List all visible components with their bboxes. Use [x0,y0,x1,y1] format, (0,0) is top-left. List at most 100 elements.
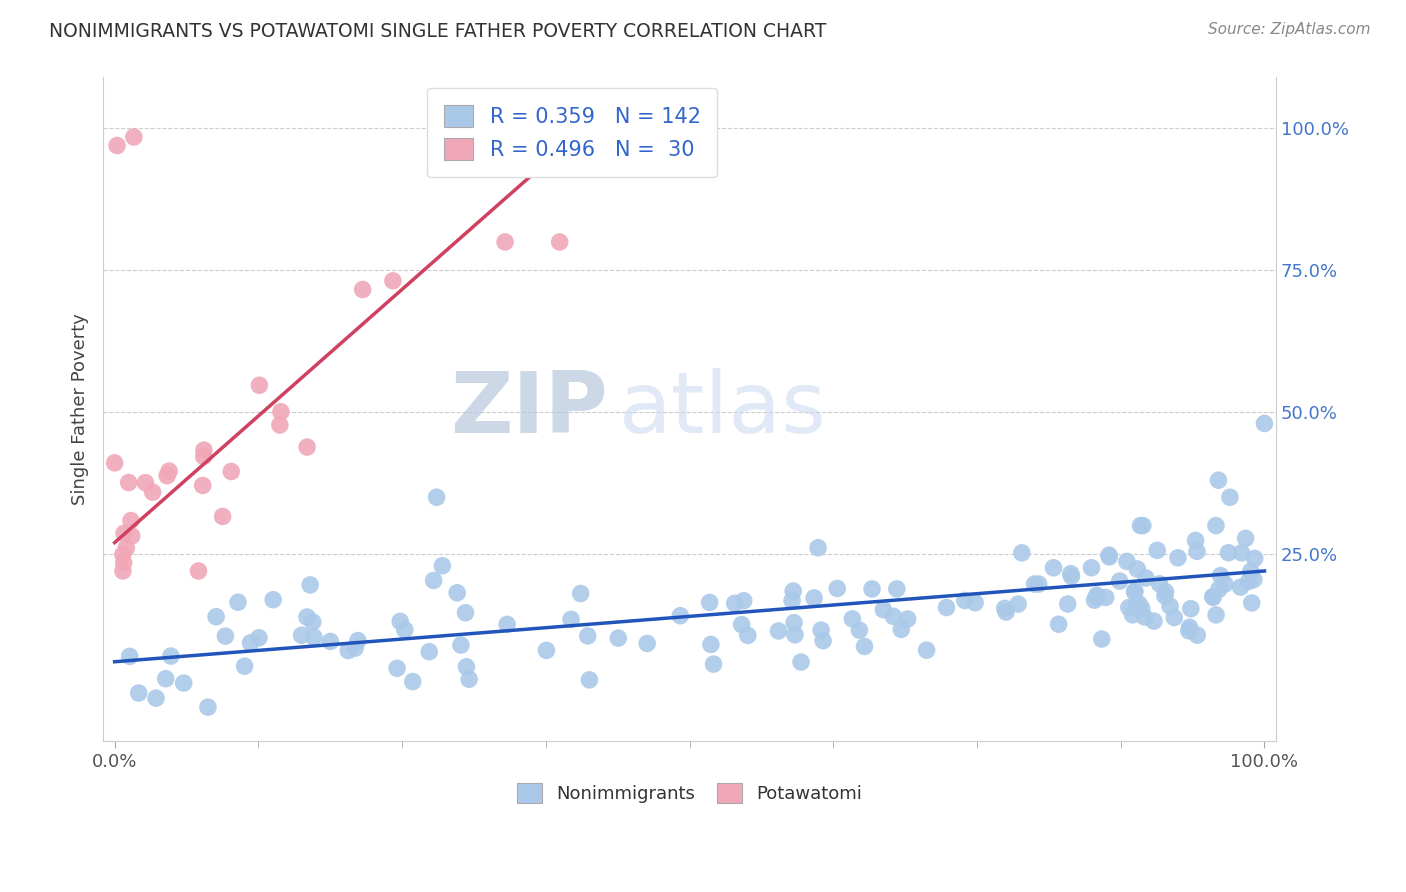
Point [1218,546,1240,560]
Point [1121,607,1143,622]
Point [291,628,314,642]
Point [432,558,454,573]
Point [1083,593,1105,607]
Point [1130,601,1153,615]
Point [1167,550,1189,565]
Point [1219,490,1241,504]
Point [1185,544,1208,558]
Point [1187,628,1209,642]
Point [458,672,481,686]
Point [1056,597,1078,611]
Point [1213,577,1236,591]
Point [1011,546,1033,560]
Point [1132,518,1154,533]
Point [1234,531,1257,545]
Point [301,615,323,629]
Point [636,636,658,650]
Point [112,526,135,541]
Point [548,235,571,249]
Point [872,602,894,616]
Point [1230,546,1253,560]
Point [1243,551,1265,566]
Point [295,440,318,454]
Point [1094,591,1116,605]
Point [1098,548,1121,562]
Point [1125,598,1147,612]
Point [1007,597,1029,611]
Point [1178,620,1201,634]
Point [422,574,444,588]
Point [134,475,156,490]
Y-axis label: Single Father Poverty: Single Father Poverty [72,313,89,505]
Point [536,643,558,657]
Point [1202,590,1225,604]
Point [160,648,183,663]
Point [569,586,592,600]
Point [669,608,692,623]
Point [352,283,374,297]
Point [269,417,291,432]
Point [142,485,165,500]
Point [783,615,806,630]
Legend: Nonimmigrants, Potawatomi: Nonimmigrants, Potawatomi [508,774,872,812]
Point [768,624,790,638]
Point [247,378,270,392]
Point [1085,588,1108,602]
Point [860,582,883,596]
Point [456,659,478,673]
Point [1108,574,1130,588]
Point [385,661,408,675]
Point [576,629,599,643]
Point [1205,518,1227,533]
Point [1240,596,1263,610]
Point [394,623,416,637]
Point [115,541,138,555]
Point [1149,577,1171,591]
Point [319,634,342,648]
Point [239,636,262,650]
Point [790,655,813,669]
Text: atlas: atlas [619,368,827,450]
Point [111,548,134,562]
Point [1123,585,1146,599]
Point [197,700,219,714]
Point [219,465,242,479]
Point [1154,589,1177,603]
Point [1126,562,1149,576]
Point [994,601,1017,615]
Point [1159,599,1181,613]
Point [1098,549,1121,564]
Point [1047,617,1070,632]
Point [118,649,141,664]
Point [540,138,562,153]
Point [156,468,179,483]
Point [418,645,440,659]
Point [1208,582,1230,597]
Point [347,633,370,648]
Point [262,592,284,607]
Point [1208,473,1230,487]
Point [1042,561,1064,575]
Point [193,443,215,458]
Point [128,686,150,700]
Point [1209,568,1232,582]
Point [953,593,976,607]
Point [733,593,755,607]
Point [1163,610,1185,624]
Point [807,541,830,555]
Point [737,628,759,642]
Point [965,596,987,610]
Point [1184,533,1206,548]
Point [105,138,128,153]
Point [560,612,582,626]
Point [426,490,449,504]
Point [193,450,215,464]
Point [1154,585,1177,599]
Point [1028,577,1050,591]
Point [446,586,468,600]
Point [578,673,600,687]
Point [1123,584,1146,599]
Point [173,676,195,690]
Point [205,609,228,624]
Point [935,600,957,615]
